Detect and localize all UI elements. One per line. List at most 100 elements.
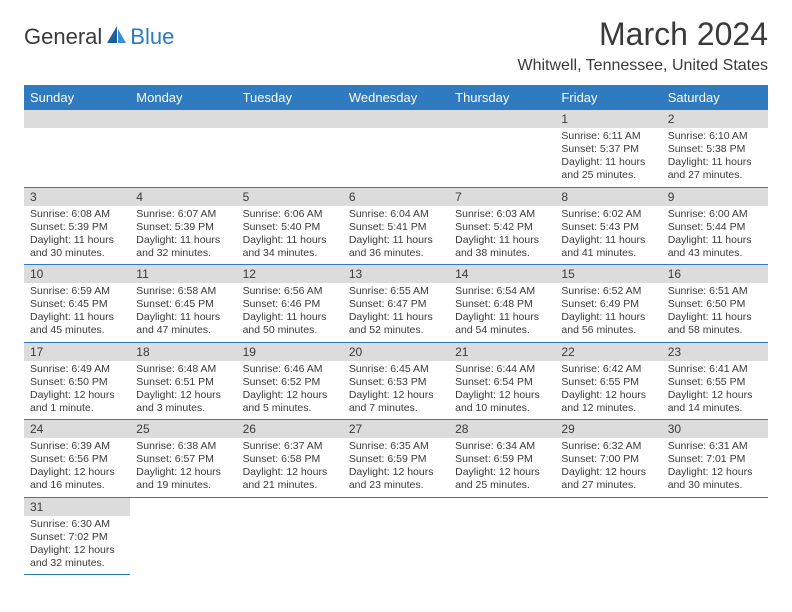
sunset-text: Sunset: 6:57 PM: [136, 453, 230, 466]
day-number: 16: [662, 265, 768, 283]
sunrise-text: Sunrise: 6:54 AM: [455, 285, 549, 298]
sunset-text: Sunset: 5:44 PM: [668, 221, 762, 234]
empty-cell: [237, 497, 343, 575]
day-cell: 1Sunrise: 6:11 AMSunset: 5:37 PMDaylight…: [555, 110, 661, 187]
sunrise-text: Sunrise: 6:58 AM: [136, 285, 230, 298]
day-number: 31: [24, 498, 130, 516]
sunset-text: Sunset: 5:42 PM: [455, 221, 549, 234]
day-cell: 3Sunrise: 6:08 AMSunset: 5:39 PMDaylight…: [24, 187, 130, 265]
calendar-row: 24Sunrise: 6:39 AMSunset: 6:56 PMDayligh…: [24, 420, 768, 498]
calendar-row: 3 Sunrise: 6:08 AMSunset: 5:39 PM Daylight…: [24, 187, 768, 265]
weekday-header-row: SundayMondayTuesdayWednesdayThursdayFrid…: [24, 85, 768, 110]
day-number: 4: [130, 188, 236, 206]
day-details: Sunrise: 6:10 AMSunset: 5:38 PMDaylight:…: [662, 128, 768, 187]
sunrise-text: Sunrise: 6:48 AM: [136, 363, 230, 376]
empty-day-strip: [449, 110, 555, 128]
day-number: 8: [555, 188, 661, 206]
day-details: Sunrise: 6:41 AMSunset: 6:55 PMDaylight:…: [662, 361, 768, 420]
day-details: Sunrise: 6:02 AMSunset: 5:43 PMDaylight:…: [555, 206, 661, 265]
sunset-text: Sunset: 5:40 PM: [243, 221, 337, 234]
sunset-text: Sunset: 6:56 PM: [30, 453, 124, 466]
sunrise-text: Sunrise: 6:08 AM: [30, 208, 124, 221]
sunrise-text: Sunrise: 6:44 AM: [455, 363, 549, 376]
sunset-text: Sunset: 6:50 PM: [30, 376, 124, 389]
day-cell: 19Sunrise: 6:46 AMSunset: 6:52 PMDayligh…: [237, 342, 343, 420]
sunrise-text: Sunrise: 6:32 AM: [561, 440, 655, 453]
sunset-text: Sunset: 6:47 PM: [349, 298, 443, 311]
day-details: Sunrise: 6:49 AMSunset: 6:50 PMDaylight:…: [24, 361, 130, 420]
day-number: 7: [449, 188, 555, 206]
sunset-text: Sunset: 6:52 PM: [243, 376, 337, 389]
empty-cell: [130, 497, 236, 575]
weekday-header: Friday: [555, 85, 661, 110]
daylight-text: Daylight: 11 hours and 50 minutes.: [243, 311, 337, 337]
sunrise-text: Sunrise: 6:02 AM: [561, 208, 655, 221]
day-details: Sunrise: 6:38 AMSunset: 6:57 PMDaylight:…: [130, 438, 236, 497]
day-cell: 12Sunrise: 6:56 AMSunset: 6:46 PMDayligh…: [237, 265, 343, 343]
day-details: Sunrise: 6:59 AMSunset: 6:45 PMDaylight:…: [24, 283, 130, 342]
calendar-table: SundayMondayTuesdayWednesdayThursdayFrid…: [24, 85, 768, 575]
day-cell: 29Sunrise: 6:32 AMSunset: 7:00 PMDayligh…: [555, 420, 661, 498]
day-details: Sunrise: 6:58 AMSunset: 6:45 PMDaylight:…: [130, 283, 236, 342]
sunset-text: Sunset: 6:59 PM: [349, 453, 443, 466]
day-number: 19: [237, 343, 343, 361]
sunset-text: Sunset: 5:38 PM: [668, 143, 762, 156]
day-number: 18: [130, 343, 236, 361]
sunrise-text: Sunrise: 6:46 AM: [243, 363, 337, 376]
sunset-text: Sunset: 6:45 PM: [30, 298, 124, 311]
day-cell: 16Sunrise: 6:51 AMSunset: 6:50 PMDayligh…: [662, 265, 768, 343]
sunset-text: Sunset: 5:39 PM: [30, 221, 124, 234]
daylight-text: Daylight: 12 hours and 32 minutes.: [30, 544, 124, 570]
day-number: 9: [662, 188, 768, 206]
daylight-text: Daylight: 12 hours and 27 minutes.: [561, 466, 655, 492]
day-number: 26: [237, 420, 343, 438]
sunrise-text: Sunrise: 6:55 AM: [349, 285, 443, 298]
sunrise-text: Sunrise: 6:49 AM: [30, 363, 124, 376]
sunset-text: Sunset: 6:51 PM: [136, 376, 230, 389]
calendar-row: 17Sunrise: 6:49 AMSunset: 6:50 PMDayligh…: [24, 342, 768, 420]
day-details: Sunrise: 6:37 AMSunset: 6:58 PMDaylight:…: [237, 438, 343, 497]
daylight-text: Daylight: 11 hours and 32 minutes.: [136, 234, 230, 260]
day-number: 28: [449, 420, 555, 438]
empty-cell: [343, 110, 449, 187]
empty-day-strip: [130, 110, 236, 128]
day-cell: 22Sunrise: 6:42 AMSunset: 6:55 PMDayligh…: [555, 342, 661, 420]
daylight-text: Daylight: 11 hours and 27 minutes.: [668, 156, 762, 182]
day-cell: 20Sunrise: 6:45 AMSunset: 6:53 PMDayligh…: [343, 342, 449, 420]
daylight-text: Daylight: 11 hours and 47 minutes.: [136, 311, 230, 337]
day-cell: 2Sunrise: 6:10 AMSunset: 5:38 PMDaylight…: [662, 110, 768, 187]
header: General Blue March 2024: [24, 16, 768, 53]
sunset-text: Sunset: 5:37 PM: [561, 143, 655, 156]
day-cell: 31Sunrise: 6:30 AMSunset: 7:02 PMDayligh…: [24, 497, 130, 575]
sunset-text: Sunset: 7:01 PM: [668, 453, 762, 466]
day-cell: 26Sunrise: 6:37 AMSunset: 6:58 PMDayligh…: [237, 420, 343, 498]
sunrise-text: Sunrise: 6:56 AM: [243, 285, 337, 298]
day-cell: 13Sunrise: 6:55 AMSunset: 6:47 PMDayligh…: [343, 265, 449, 343]
sunrise-text: Sunrise: 6:34 AM: [455, 440, 549, 453]
daylight-text: Daylight: 12 hours and 23 minutes.: [349, 466, 443, 492]
day-cell: 15Sunrise: 6:52 AMSunset: 6:49 PMDayligh…: [555, 265, 661, 343]
day-cell: 18Sunrise: 6:48 AMSunset: 6:51 PMDayligh…: [130, 342, 236, 420]
daylight-text: Daylight: 12 hours and 1 minute.: [30, 389, 124, 415]
day-details: Sunrise: 6:51 AMSunset: 6:50 PMDaylight:…: [662, 283, 768, 342]
day-number: 10: [24, 265, 130, 283]
day-details: Sunrise: 6:55 AMSunset: 6:47 PMDaylight:…: [343, 283, 449, 342]
daylight-text: Daylight: 12 hours and 16 minutes.: [30, 466, 124, 492]
daylight-text: Daylight: 12 hours and 10 minutes.: [455, 389, 549, 415]
sunrise-text: Sunrise: 6:42 AM: [561, 363, 655, 376]
sunset-text: Sunset: 6:46 PM: [243, 298, 337, 311]
empty-cell: [662, 497, 768, 575]
empty-cell: [130, 110, 236, 187]
day-number: 20: [343, 343, 449, 361]
day-number: 3: [24, 188, 130, 206]
day-details: Sunrise: 6:03 AMSunset: 5:42 PMDaylight:…: [449, 206, 555, 265]
sunrise-text: Sunrise: 6:11 AM: [561, 130, 655, 143]
sunset-text: Sunset: 6:55 PM: [668, 376, 762, 389]
day-cell: 27Sunrise: 6:35 AMSunset: 6:59 PMDayligh…: [343, 420, 449, 498]
weekday-header: Wednesday: [343, 85, 449, 110]
sunrise-text: Sunrise: 6:59 AM: [30, 285, 124, 298]
day-details: Sunrise: 6:11 AMSunset: 5:37 PMDaylight:…: [555, 128, 661, 187]
day-number: 2: [662, 110, 768, 128]
sunrise-text: Sunrise: 6:04 AM: [349, 208, 443, 221]
weekday-header: Sunday: [24, 85, 130, 110]
